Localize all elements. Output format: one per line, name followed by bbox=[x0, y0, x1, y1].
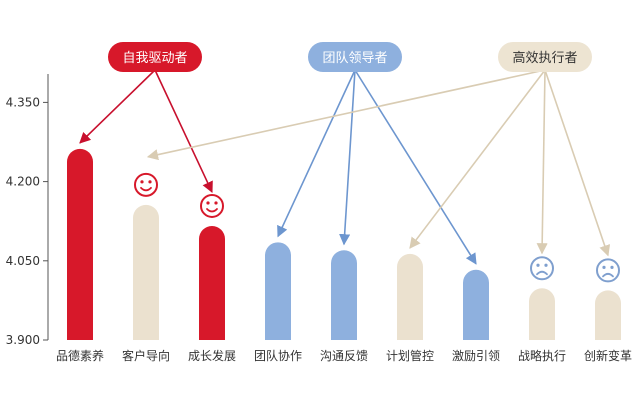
pill-exec: 高效执行者 bbox=[498, 42, 592, 72]
category-labels: 品德素养 客户导向 成长发展 团队协作 沟通反馈 计划管控 激励引领 战略执行 创新变革 bbox=[56, 348, 632, 363]
x-tick-label: 品德素养 bbox=[56, 348, 104, 363]
pill-self: 自我驱动者 bbox=[108, 42, 202, 72]
group-arrows bbox=[79, 69, 611, 265]
x-tick-label: 战略执行 bbox=[518, 348, 566, 363]
group-arrow bbox=[409, 69, 546, 249]
bar bbox=[529, 288, 555, 340]
pill-team: 团队领导者 bbox=[308, 42, 402, 72]
frown-face-icon bbox=[596, 258, 620, 283]
bar bbox=[67, 148, 93, 340]
group-arrow bbox=[277, 69, 356, 238]
group-labels: 自我驱动者 团队领导者 高效执行者 bbox=[108, 42, 592, 72]
bar bbox=[331, 250, 357, 340]
x-tick-label: 计划管控 bbox=[386, 348, 434, 363]
smile-face-icon bbox=[200, 193, 224, 218]
y-axis: 3.900 4.050 4.200 4.350 bbox=[6, 74, 49, 347]
x-tick-label: 客户导向 bbox=[122, 348, 170, 363]
pill-label: 团队领导者 bbox=[322, 51, 387, 66]
bar bbox=[397, 253, 423, 340]
group-arrow bbox=[354, 69, 477, 265]
bar bbox=[595, 290, 621, 340]
bars bbox=[67, 148, 621, 340]
x-tick-label: 团队协作 bbox=[254, 348, 302, 363]
x-tick-label: 沟通反馈 bbox=[320, 349, 368, 363]
group-arrow bbox=[146, 69, 546, 161]
group-arrow bbox=[79, 69, 156, 144]
group-arrow bbox=[544, 69, 611, 257]
y-tick-label: 4.350 bbox=[6, 95, 40, 109]
y-tick-label: 4.050 bbox=[6, 254, 40, 268]
bar bbox=[265, 242, 291, 340]
y-tick-label: 3.900 bbox=[6, 333, 40, 347]
y-tick-label: 4.200 bbox=[6, 175, 40, 189]
pill-label: 高效执行者 bbox=[512, 50, 577, 66]
x-tick-label: 激励引领 bbox=[452, 349, 500, 363]
x-tick-label: 成长发展 bbox=[188, 348, 236, 363]
group-arrow bbox=[339, 69, 356, 246]
group-arrow bbox=[154, 69, 213, 193]
bar bbox=[463, 269, 489, 340]
bar bbox=[199, 225, 225, 340]
smile-face-icon bbox=[134, 172, 158, 197]
frown-face-icon bbox=[530, 256, 554, 281]
pill-label: 自我驱动者 bbox=[122, 51, 187, 66]
x-tick-label: 创新变革 bbox=[584, 348, 632, 363]
group-arrow bbox=[536, 69, 548, 255]
faces bbox=[134, 172, 620, 283]
bar bbox=[133, 204, 159, 340]
